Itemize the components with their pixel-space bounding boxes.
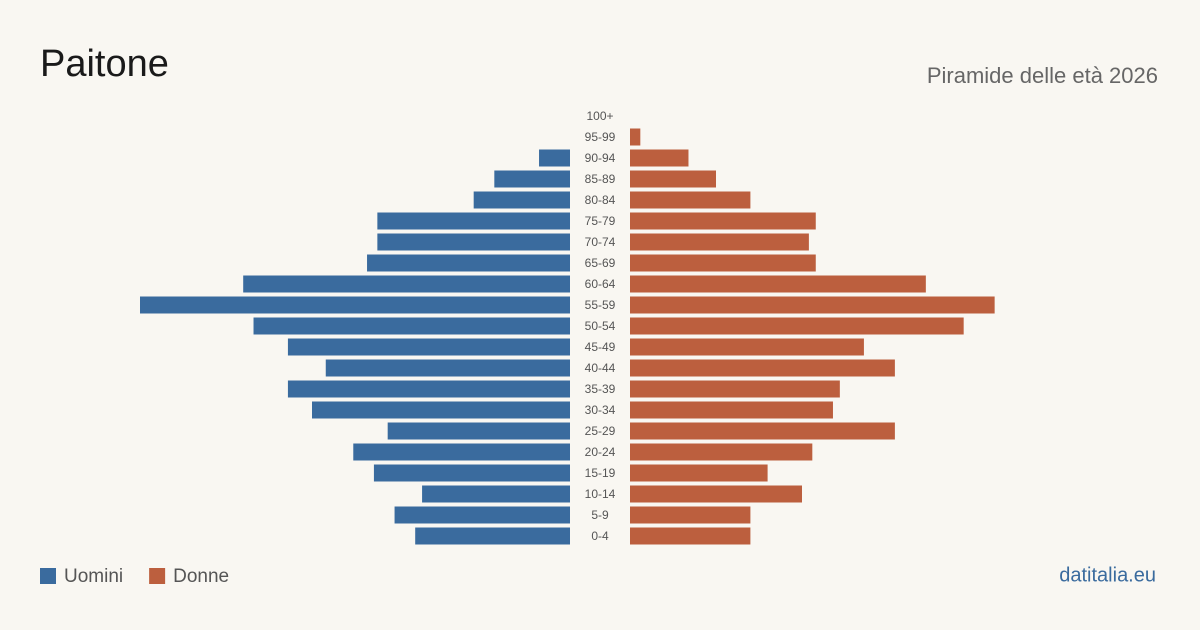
legend-label: Uomini (64, 566, 123, 587)
age-label: 5-9 (591, 508, 609, 522)
bar-female (630, 506, 751, 524)
bar-female (630, 359, 895, 377)
age-label: 20-24 (585, 445, 616, 459)
age-label: 0-4 (591, 529, 609, 543)
age-label: 15-19 (585, 466, 616, 480)
age-label: 90-94 (585, 151, 616, 165)
bar-male (243, 275, 570, 293)
legend-label: Donne (173, 566, 229, 587)
bar-female (630, 485, 802, 503)
age-label: 45-49 (585, 340, 616, 354)
chart-subtitle: Piramide delle età 2026 (927, 63, 1158, 88)
age-label: 40-44 (585, 361, 616, 375)
bar-male (394, 506, 570, 524)
bar-male (287, 338, 570, 356)
bar-female (630, 422, 895, 440)
bar-female (630, 128, 641, 146)
legend-swatch (149, 568, 166, 584)
age-label: 60-64 (585, 277, 616, 291)
age-label: 70-74 (585, 235, 616, 249)
chart-title: Paitone (40, 43, 169, 85)
bar-male (415, 527, 570, 545)
bar-female (630, 527, 751, 545)
bar-male (494, 170, 570, 188)
age-label: 30-34 (585, 403, 616, 417)
bar-male (353, 443, 570, 461)
bar-male (325, 359, 570, 377)
bar-female (630, 212, 816, 230)
bar-male (140, 296, 570, 314)
bar-female (630, 443, 813, 461)
legend-swatch (40, 568, 56, 584)
bar-female (630, 338, 864, 356)
age-label: 75-79 (585, 214, 616, 228)
age-label: 85-89 (585, 172, 616, 186)
age-label: 10-14 (585, 487, 616, 501)
bar-male (422, 485, 570, 503)
age-label: 95-99 (585, 130, 616, 144)
bar-male (387, 422, 570, 440)
bar-female (630, 380, 840, 398)
age-label: 80-84 (585, 193, 616, 207)
bar-male (377, 212, 570, 230)
age-label: 35-39 (585, 382, 616, 396)
bar-female (630, 170, 716, 188)
age-label: 65-69 (585, 256, 616, 270)
bar-female (630, 275, 926, 293)
bar-male (367, 254, 570, 272)
bar-female (630, 149, 689, 167)
bar-male (253, 317, 570, 335)
bar-female (630, 191, 751, 209)
bar-male (287, 380, 570, 398)
bar-male (377, 233, 570, 251)
bar-female (630, 464, 768, 482)
bar-male (539, 149, 570, 167)
bar-female (630, 254, 816, 272)
bar-female (630, 401, 833, 419)
bar-female (630, 317, 964, 335)
source: datitalia.eu (1059, 564, 1156, 586)
age-label: 100+ (586, 109, 613, 123)
bar-male (373, 464, 570, 482)
age-label: 25-29 (585, 424, 616, 438)
bar-male (312, 401, 570, 419)
bar-female (630, 233, 809, 251)
age-label: 50-54 (585, 319, 616, 333)
bar-male (473, 191, 570, 209)
bar-female (630, 296, 995, 314)
age-label: 55-59 (585, 298, 616, 312)
